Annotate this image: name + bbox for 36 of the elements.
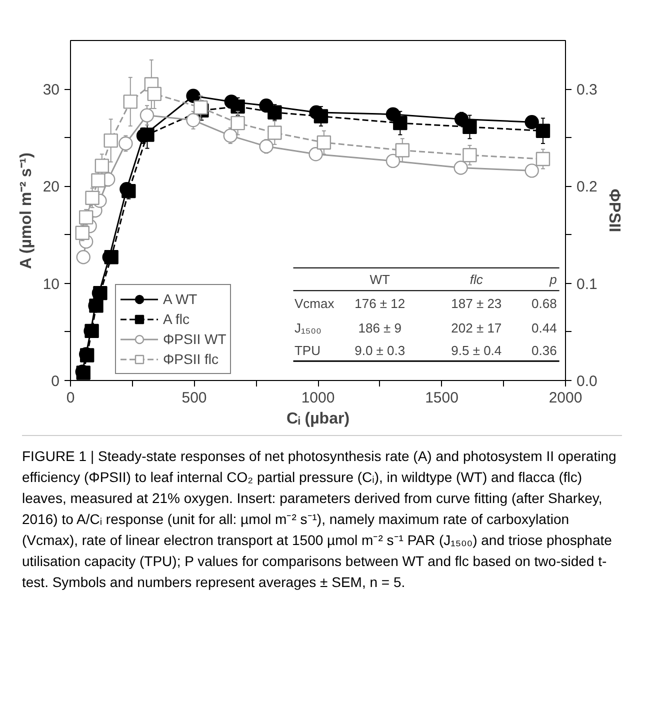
annotation: 176 ± 12 — [354, 296, 406, 311]
y2-axis-title: ΦPSII — [605, 188, 622, 232]
caption: FIGURE 1 | Steady-state responses of net photosynthesis rate (A) and photosystem II operating efficiency (ΦPSII) to leaf internal CO₂ partial pressure (Cᵢ), in wildtype (WT) and flacca (flc) leaves, measured at 21% oxygen. Insert: parameters derived from curve fitting (after Sharkey, 2016) to A/Cᵢ response (unit for all: µmol m⁻² s⁻¹), namely maximum rate of carboxylation (Vcmax), rate of linear electron transport at 1500 µmol m⁻² s⁻¹ PAR (J₁₅₀₀) and triose phosphate utilisation capacity (TPU); P values for comparisons between WT and flc based on two-sided t-test. Symbols and numbers represent averages ± SEM, n = 5. — [22, 447, 618, 592]
annotation: 186 ± 9 — [358, 320, 402, 336]
x-tick-label: 0 — [66, 390, 75, 406]
y-tick-label: 10 — [42, 276, 60, 293]
x-axis-title: Cᵢ (µbar) — [286, 410, 350, 428]
annotation: 0.68 — [532, 296, 557, 311]
annotation: 0.36 — [532, 342, 557, 358]
x-tick-label: 2000 — [548, 390, 582, 406]
annotation: p — [548, 272, 557, 287]
legend-label: ΦPSII flc — [163, 350, 219, 368]
x-tick-label: 1000 — [301, 390, 335, 406]
legend-label: A flc — [163, 310, 190, 328]
legend-label: A WT — [163, 290, 198, 308]
annotation: Vcmax — [294, 296, 335, 311]
annotation: flc — [470, 272, 484, 287]
y-tick-label: 30 — [42, 82, 60, 99]
y2-tick-label: 0.3 — [576, 82, 598, 99]
annotation: 187 ± 23 — [451, 296, 502, 311]
y-tick-label: 20 — [42, 178, 60, 196]
annotation: 0.44 — [532, 320, 557, 336]
y2-tick-label: 0.0 — [576, 373, 598, 390]
legend-label: ΦPSII WT — [163, 330, 226, 348]
annotation: 202 ± 17 — [451, 320, 502, 336]
y2-tick-label: 0.1 — [576, 276, 598, 293]
y-tick-label: 0 — [51, 373, 60, 390]
annotation: TPU — [294, 342, 320, 358]
annotation: 9.5 ± 0.4 — [451, 342, 502, 358]
annotation: 9.0 ± 0.3 — [354, 342, 406, 358]
x-tick-label: 1500 — [425, 390, 458, 406]
annotation: J₁₅₀₀ — [294, 320, 322, 336]
annotation: WT — [370, 272, 390, 287]
x-tick-label: 500 — [182, 390, 207, 406]
y2-tick-label: 0.2 — [576, 178, 598, 196]
y-axis-title: A (µmol m⁻² s⁻¹) — [18, 152, 35, 269]
